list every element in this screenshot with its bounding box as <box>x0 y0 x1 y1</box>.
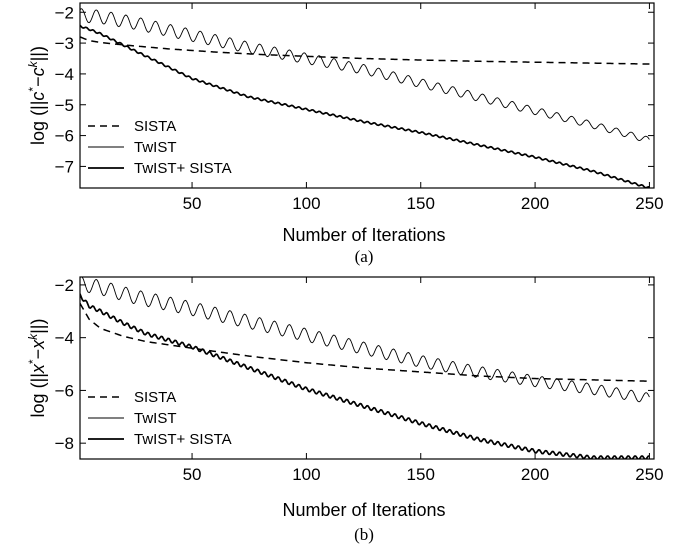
panel-b-y-tick-label-3: −8 <box>55 434 74 453</box>
panel-a-series-twist-sista <box>80 24 650 188</box>
panel-b-x-tick-label-200: 200 <box>521 465 549 484</box>
panel-b-series-twist <box>80 277 650 403</box>
panel-a-y-axis-label-part-6: ||) <box>28 46 48 61</box>
panel-a-y-axis-label: log (||c*−ck||) <box>26 46 48 145</box>
panel-a-chart: 50 100 150 200 250 −2 −3 −4 −5 −6 −7 Number of Iter… <box>26 2 664 266</box>
panel-b-y-axis-label-part-1: x <box>28 363 48 374</box>
panel-b-legend-label-1: TwIST <box>134 410 177 427</box>
panel-b-legend-label-2: TwIST+ SISTA <box>134 431 232 448</box>
panel-a-y-axis-label-part-5: k <box>26 60 40 67</box>
panel-b-y-axis-label-part-4: x <box>28 339 48 350</box>
panel-b-y-tick-label-2: −6 <box>55 381 74 400</box>
panel-a-y-tick-label-1: −3 <box>55 34 74 53</box>
panel-b-y-axis-label-part-3: − <box>28 349 48 360</box>
panel-a-y-tick-label-4: −6 <box>55 127 74 146</box>
panel-a-y-tick-label-2: −4 <box>55 65 74 84</box>
panel-b-x-tick-label-150: 150 <box>407 465 435 484</box>
panel-a-y-tick-label-0: −2 <box>55 3 74 22</box>
panel-a-caption: (a) <box>355 247 374 266</box>
panel-b-y-axis-label-part-5: k <box>26 333 40 340</box>
panel-a-x-tick-label-50: 50 <box>183 194 202 213</box>
panel-b-y-axis-label: log (||x*−xk||) <box>26 319 48 418</box>
panel-b-y-axis-label-part-6: ||) <box>28 319 48 334</box>
panel-a-y-axis-label-part-4: c <box>28 67 48 76</box>
panel-a-x-tick-label-200: 200 <box>521 194 549 213</box>
panel-a-x-tick-label-250: 250 <box>635 194 663 213</box>
panel-b-series-sista <box>80 303 650 382</box>
panel-b-series-twist-sista <box>80 293 650 459</box>
panel-a-y-tick-label-5: −7 <box>55 157 74 176</box>
panel-b-x-tick-label-250: 250 <box>635 465 663 484</box>
panel-a-legend-label-1: TwIST <box>134 139 177 156</box>
panel-a-x-axis-label: Number of Iterations <box>282 225 445 245</box>
panel-a-x-tick-label-150: 150 <box>407 194 435 213</box>
panel-a-series-twist <box>80 8 650 141</box>
panel-b-chart: 50 100 150 200 250 −2 −4 −6 −8 Number of Iteratio… <box>26 276 664 544</box>
panel-b-caption: (b) <box>354 525 374 544</box>
panel-b-y-tick-label-0: −2 <box>55 276 74 295</box>
panel-b-x-axis-label: Number of Iterations <box>282 500 445 520</box>
panel-a-y-axis-label-part-3: − <box>28 76 48 87</box>
panel-b-y-axis-label-part-0: log (|| <box>28 373 48 417</box>
panel-a-y-axis-label-part-2: * <box>26 87 40 92</box>
panel-a-legend-label-2: TwIST+ SISTA <box>134 160 232 177</box>
panel-a-y-axis-label-part-1: c <box>28 92 48 101</box>
panel-b-x-tick-label-50: 50 <box>183 465 202 484</box>
panel-b-y-axis-label-part-2: * <box>26 359 40 364</box>
panel-b-y-tick-label-1: −4 <box>55 329 74 348</box>
panel-a-legend-label-0: SISTA <box>134 118 176 135</box>
panel-b-plot-frame <box>79 276 655 460</box>
panel-a-plot-frame <box>79 2 655 189</box>
panel-b-legend-label-0: SISTA <box>134 389 176 406</box>
panel-a-x-tick-label-100: 100 <box>292 194 320 213</box>
panel-a-y-tick-label-3: −5 <box>55 96 74 115</box>
panel-b-x-tick-label-100: 100 <box>292 465 320 484</box>
panel-a-series-sista <box>80 36 650 65</box>
panel-a-y-axis-label-part-0: log (|| <box>28 101 48 145</box>
